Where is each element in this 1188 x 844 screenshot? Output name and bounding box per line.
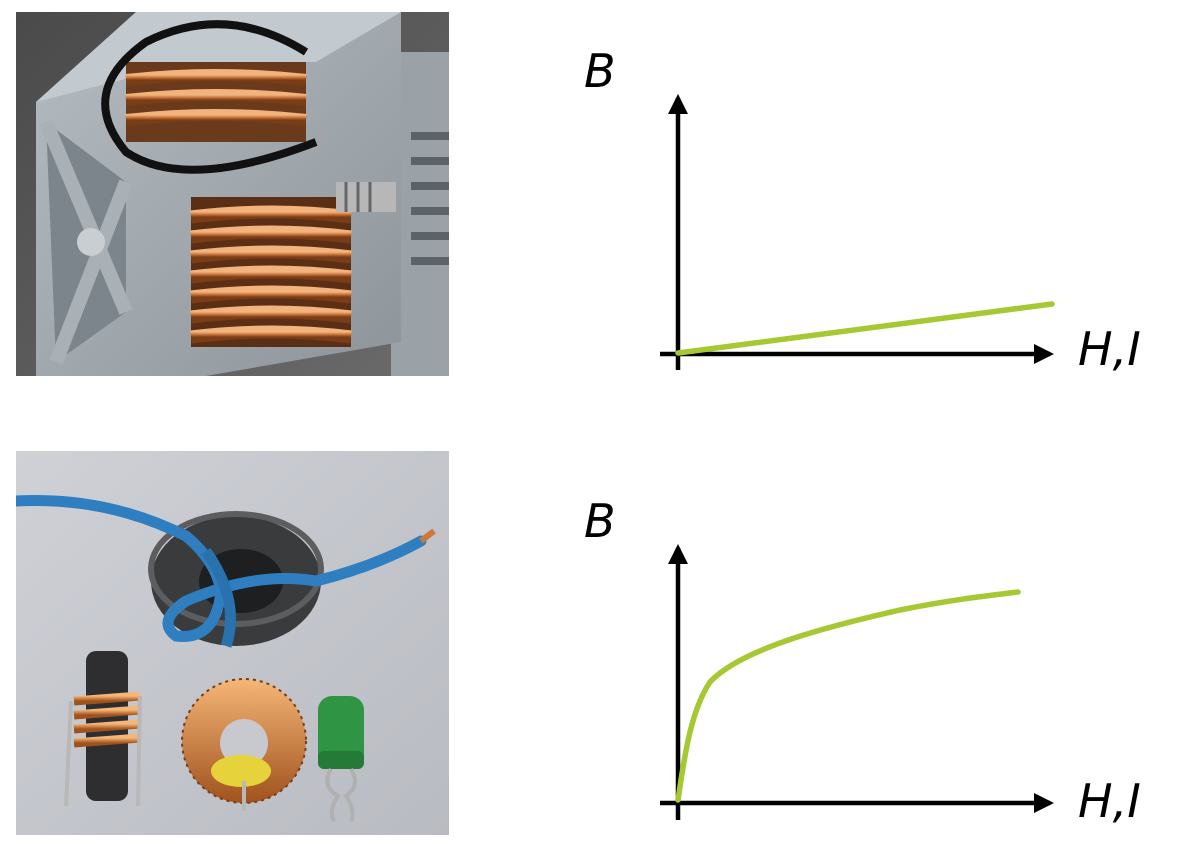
graph-2-curve: [675, 589, 1021, 803]
graph-2-y-label: B: [584, 494, 616, 548]
graph-1-x-label: H,I: [1078, 322, 1141, 376]
ferrite-core-inductors-illustration: [16, 451, 449, 835]
graph-1-curve: [675, 301, 1055, 356]
ferrite-core-inductors-photo: [16, 451, 449, 835]
air-core-coil-photo: [16, 12, 449, 376]
graph-1-y-label: B: [584, 44, 616, 98]
graph-2-x-label: H,I: [1078, 774, 1141, 828]
air-core-coil-illustration: [16, 12, 449, 376]
